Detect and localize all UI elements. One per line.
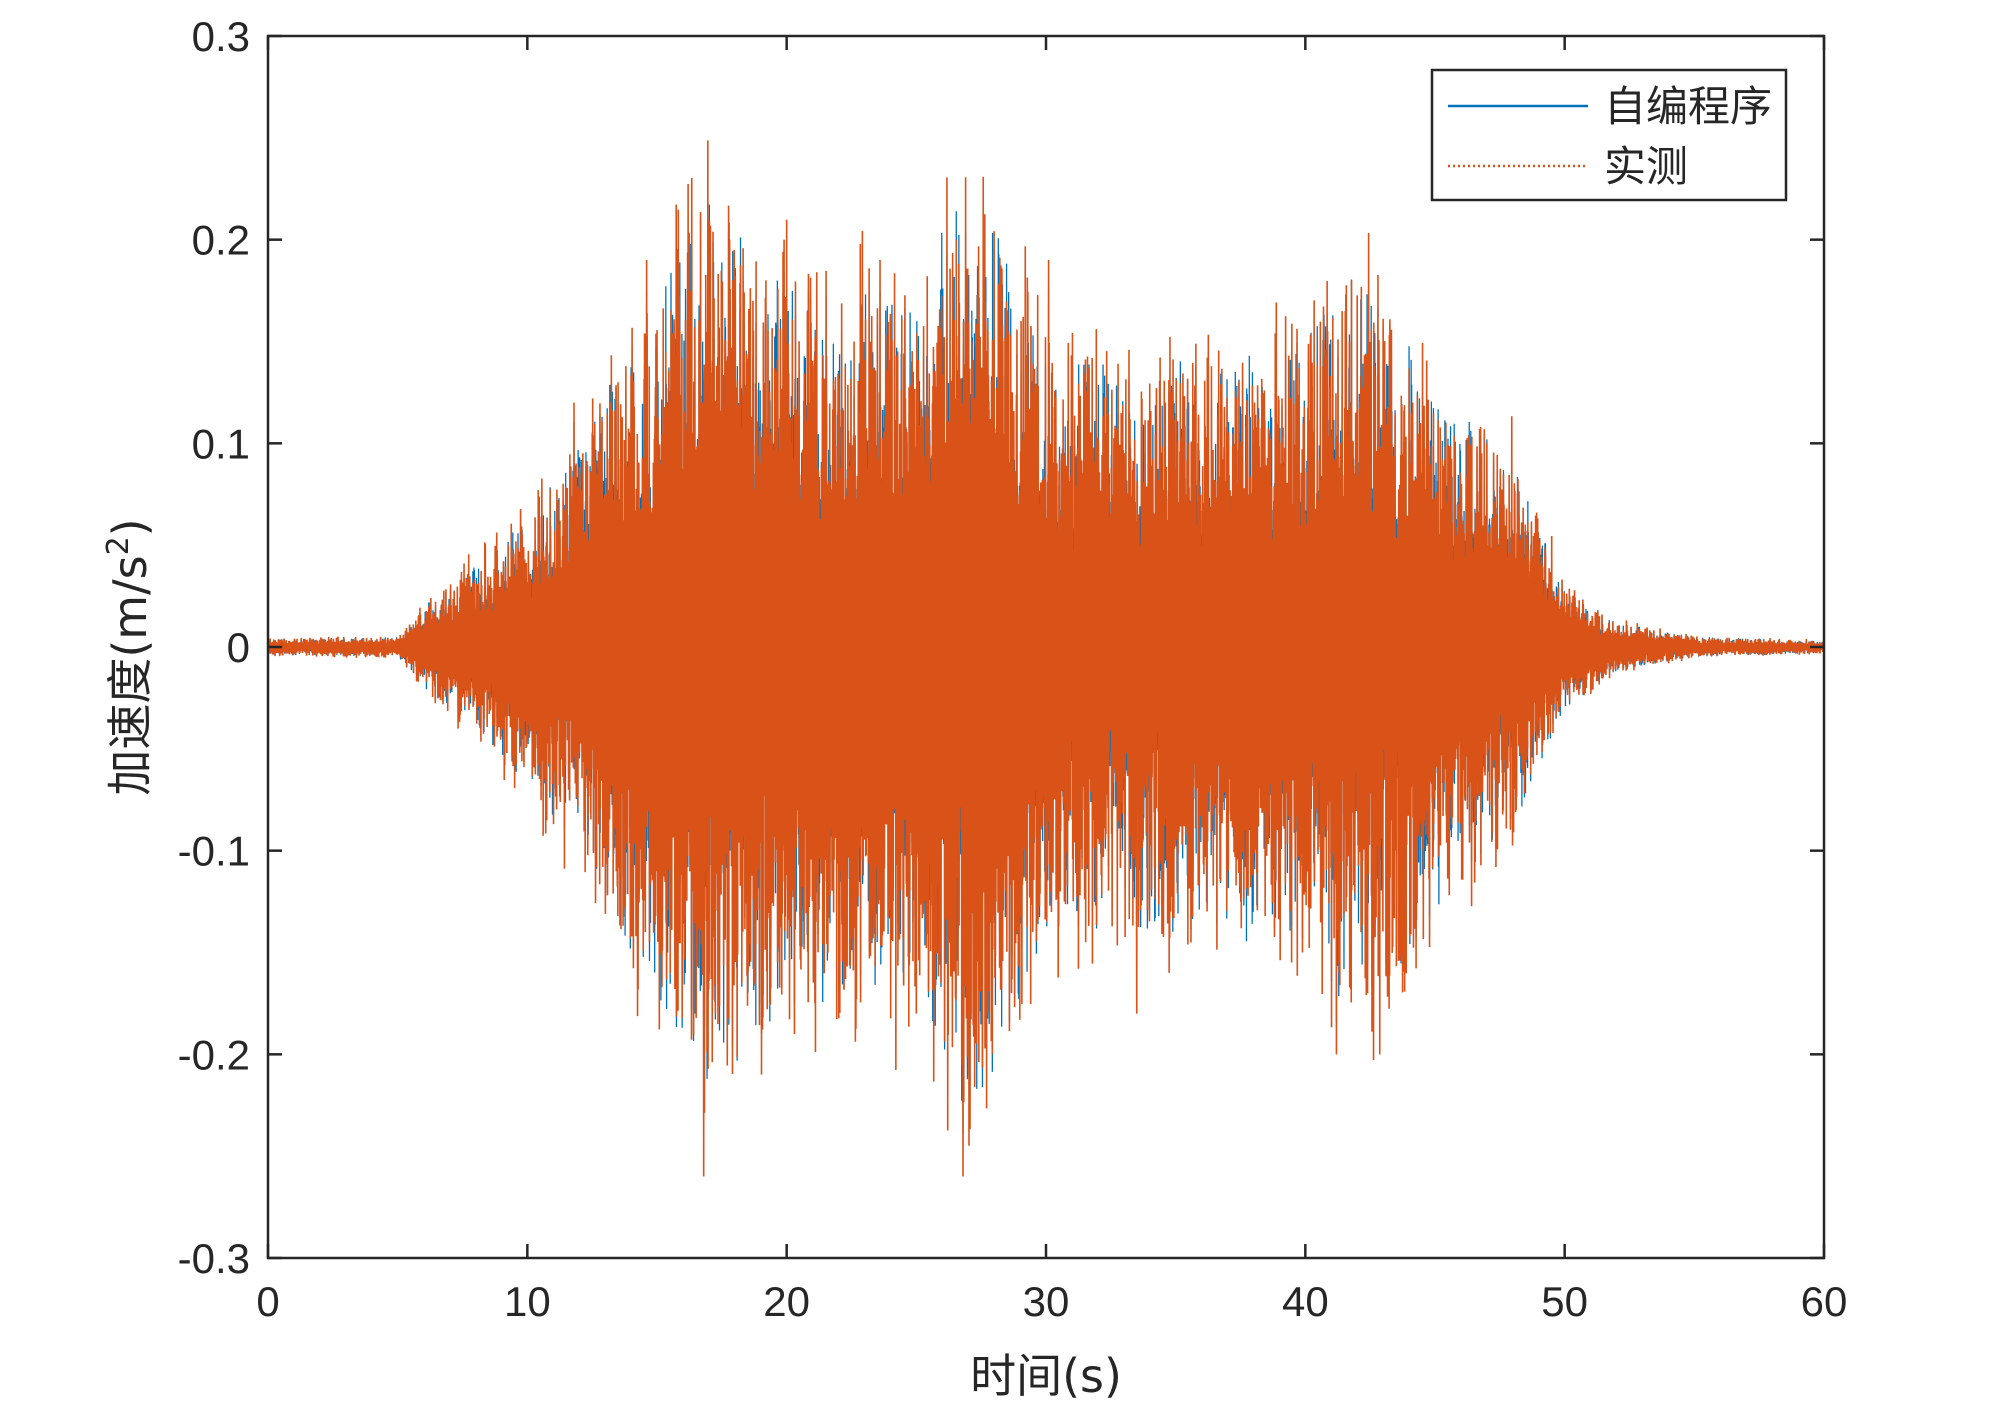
y-tick-label: 0.2 (192, 217, 250, 264)
series-line-measured (267, 140, 1825, 1177)
y-axis-label-close: ) (103, 518, 157, 536)
y-axis-label: 加速度(m/s2) (101, 518, 157, 795)
legend-label-measured: 实测 (1604, 142, 1688, 191)
x-tick-label: 60 (1801, 1278, 1848, 1325)
legend-box (1430, 68, 1788, 202)
x-tick-label: 10 (504, 1278, 551, 1325)
legend: 自编程序 实测 (1430, 68, 1788, 202)
y-tick-label: 0.1 (192, 420, 250, 467)
legend-label-simulated: 自编程序 (1604, 82, 1772, 131)
y-tick-label: 0.3 (192, 13, 250, 60)
series-layer (267, 140, 1825, 1177)
x-tick-label: 50 (1541, 1278, 1588, 1325)
x-tick-label: 30 (1023, 1278, 1070, 1325)
y-axis-label-base: 加速度(m/s (103, 555, 157, 795)
x-tick-label: 40 (1282, 1278, 1329, 1325)
x-tick-label: 0 (256, 1278, 279, 1325)
x-tick-label: 20 (763, 1278, 810, 1325)
tick-labels-layer: 0 10 20 30 40 50 60 -0.3 -0.2 -0.1 0 0.1 0.2 0.3 (178, 13, 1848, 1325)
y-tick-label: 0 (227, 624, 250, 671)
ticks-layer (266, 34, 1826, 1260)
y-axis-label-superscript: 2 (101, 536, 136, 555)
y-tick-label: -0.3 (178, 1235, 250, 1282)
y-tick-label: -0.1 (178, 828, 250, 875)
x-axis-label: 时间(s) (970, 1349, 1122, 1403)
y-tick-label: -0.2 (178, 1031, 250, 1078)
